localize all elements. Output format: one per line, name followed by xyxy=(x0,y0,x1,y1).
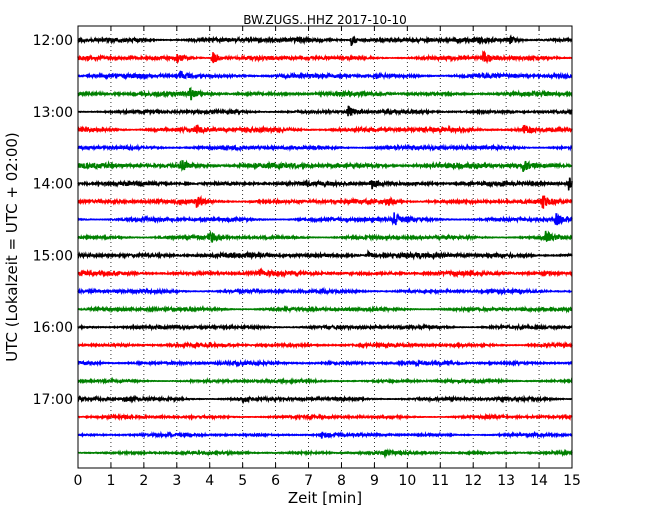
trace-1515 xyxy=(77,267,573,279)
x-tick-label: 2 xyxy=(139,473,148,489)
x-tick-label: 4 xyxy=(205,473,214,489)
trace-1630 xyxy=(77,358,573,368)
x-tick-label: 14 xyxy=(530,473,548,489)
trace-1345 xyxy=(77,159,573,173)
trace-1730 xyxy=(77,430,573,440)
y-tick-label: 16:00 xyxy=(33,320,73,336)
trace-1615 xyxy=(77,340,573,350)
x-tick-label: 3 xyxy=(172,473,181,489)
y-axis-label: UTC (Lokalzeit = UTC + 02:00) xyxy=(3,132,21,362)
x-tick-label: 9 xyxy=(370,473,379,489)
trace-1645 xyxy=(77,376,573,386)
trace-1530 xyxy=(77,286,573,297)
trace-1400 xyxy=(77,177,573,191)
trace-1215 xyxy=(77,50,573,65)
x-tick-label: 0 xyxy=(74,473,83,489)
x-tick-label: 12 xyxy=(464,473,482,489)
chart-title: BW.ZUGS..HHZ 2017-10-10 xyxy=(243,13,406,27)
y-tick-label: 17:00 xyxy=(33,392,73,408)
y-tick-label: 13:00 xyxy=(33,105,73,121)
trace-1200 xyxy=(77,34,573,47)
trace-1700 xyxy=(77,394,573,405)
trace-1545 xyxy=(77,304,573,314)
trace-1245 xyxy=(77,86,573,101)
y-tick-label: 12:00 xyxy=(33,33,73,49)
x-tick-label: 15 xyxy=(563,473,581,489)
trace-1500 xyxy=(77,249,573,261)
trace-1445 xyxy=(77,230,573,243)
x-tick-label: 13 xyxy=(497,473,515,489)
x-tick-label: 8 xyxy=(337,473,346,489)
x-tick-label: 11 xyxy=(431,473,449,489)
trace-1745 xyxy=(77,448,573,459)
x-tick-label: 5 xyxy=(238,473,247,489)
trace-1315 xyxy=(77,124,573,135)
grid-lines xyxy=(110,26,540,468)
trace-1300 xyxy=(77,105,573,117)
y-tick-label: 14:00 xyxy=(33,177,73,193)
trace-1230 xyxy=(77,70,573,81)
trace-1330 xyxy=(77,143,573,153)
trace-1430 xyxy=(77,212,573,226)
x-tick-label: 10 xyxy=(398,473,416,489)
trace-1415 xyxy=(77,194,573,209)
x-tick-label: 1 xyxy=(106,473,115,489)
plot-frame xyxy=(77,25,573,469)
trace-series xyxy=(77,34,573,459)
x-tick-label: 7 xyxy=(304,473,313,489)
x-tick-label: 6 xyxy=(271,473,280,489)
trace-1715 xyxy=(77,412,573,422)
y-tick-label: 15:00 xyxy=(33,248,73,264)
y-axis-ticks: 12:00 13:00 14:00 15:00 16:00 17:00 xyxy=(33,33,572,408)
x-axis-ticks: 0 1 2 3 4 5 6 7 8 9 10 11 12 13 14 15 xyxy=(74,26,581,489)
x-axis-label: Zeit [min] xyxy=(288,489,362,507)
trace-1600 xyxy=(77,322,573,332)
